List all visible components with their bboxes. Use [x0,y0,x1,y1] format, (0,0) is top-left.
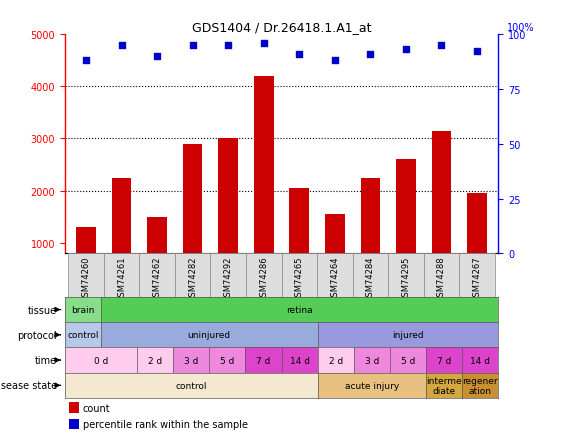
Text: 14 d: 14 d [289,356,310,365]
Bar [77,228,96,296]
Point [153,53,162,60]
Bar [175,254,211,297]
Bar [104,254,140,297]
Point [188,42,197,49]
Text: 3 d: 3 d [184,356,198,365]
Text: count: count [83,403,110,413]
Text: GSM74288: GSM74288 [437,256,446,302]
Bar [325,215,345,296]
Bar [69,419,79,429]
Bar [396,160,415,296]
Bar [140,254,175,297]
Bar [211,254,246,297]
Bar [282,254,317,297]
Bar [218,139,238,296]
Point [259,40,268,47]
Bar [317,254,352,297]
Bar [423,254,459,297]
Bar [148,217,167,296]
Title: GDS1404 / Dr.26418.1.A1_at: GDS1404 / Dr.26418.1.A1_at [192,20,371,33]
Text: protocol: protocol [17,330,57,340]
Text: 3 d: 3 d [365,356,379,365]
Text: interme
diate: interme diate [426,376,462,395]
Bar [388,254,423,297]
Bar [360,178,380,296]
Bar [467,194,486,296]
Text: GSM74295: GSM74295 [401,256,410,301]
Text: retina: retina [286,306,313,314]
Text: 5 d: 5 d [401,356,415,365]
Text: GSM74267: GSM74267 [472,256,481,302]
Text: 100%: 100% [507,23,534,33]
Point [401,46,410,53]
Text: regener
ation: regener ation [462,376,498,395]
Bar [432,131,451,296]
Text: brain: brain [71,306,95,314]
Text: 7 d: 7 d [437,356,452,365]
Text: control: control [67,331,99,339]
Point [366,51,375,58]
Text: acute injury: acute injury [345,381,399,390]
Text: GSM74292: GSM74292 [224,256,233,301]
Bar [459,254,495,297]
Text: percentile rank within the sample: percentile rank within the sample [83,419,248,429]
Bar [246,254,282,297]
Point [437,42,446,49]
Point [295,51,304,58]
Text: time: time [35,355,57,365]
Text: GSM74262: GSM74262 [153,256,162,302]
Bar [289,189,309,296]
Text: 2 d: 2 d [329,356,343,365]
Text: GSM74261: GSM74261 [117,256,126,302]
Text: GSM74260: GSM74260 [82,256,91,302]
Bar [254,76,274,296]
Bar [69,403,79,413]
Text: uninjured: uninjured [187,331,231,339]
Text: 2 d: 2 d [148,356,162,365]
Bar [352,254,388,297]
Text: control: control [176,381,207,390]
Text: GSM74265: GSM74265 [295,256,304,302]
Text: GSM74284: GSM74284 [366,256,375,302]
Text: 0 d: 0 d [93,356,108,365]
Point [330,58,339,65]
Text: injured: injured [392,331,424,339]
Bar [112,178,131,296]
Point [82,58,91,65]
Point [117,42,126,49]
Bar [68,254,104,297]
Text: 14 d: 14 d [470,356,490,365]
Text: 7 d: 7 d [256,356,271,365]
Point [224,42,233,49]
Text: GSM74282: GSM74282 [188,256,197,302]
Text: GSM74286: GSM74286 [259,256,268,302]
Text: 5 d: 5 d [220,356,235,365]
Text: GSM74264: GSM74264 [330,256,339,302]
Text: tissue: tissue [28,305,57,315]
Bar [183,144,203,296]
Text: disease state: disease state [0,381,57,390]
Point [472,49,481,56]
